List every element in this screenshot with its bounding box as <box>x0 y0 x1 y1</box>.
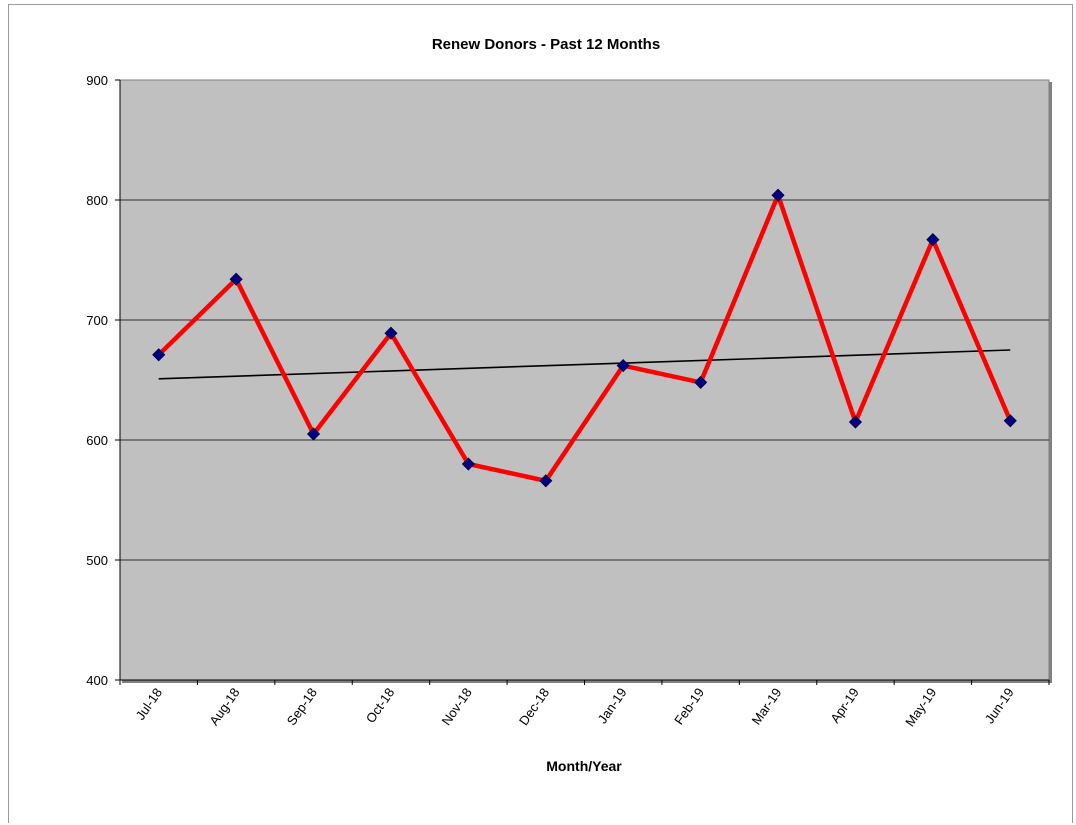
data-point-Dec-18 <box>539 474 553 488</box>
x-tick-label: May-19 <box>902 685 939 729</box>
x-axis: Jul-18 Aug-18 Sep-18 Oct-18 Nov-18 Dec-18 Jan-… <box>119 679 1050 729</box>
data-point-Apr-19 <box>848 415 863 429</box>
chart-frame <box>8 4 1073 823</box>
y-tick-label: 600 <box>86 433 108 448</box>
y-tick-label: 800 <box>86 193 108 208</box>
data-point-Feb-19 <box>694 375 708 389</box>
plot-shadow-bottom <box>122 680 1052 683</box>
trendline-group <box>158 349 1011 380</box>
x-tick-label: Nov-18 <box>438 685 474 728</box>
x-tick-label: Jun-19 <box>982 685 1017 726</box>
x-tick-label: Dec-18 <box>516 685 552 728</box>
x-tick-label: Jul-18 <box>133 685 166 723</box>
x-tick-label: Jan-19 <box>595 685 630 726</box>
data-point-Jun-19 <box>1003 414 1017 428</box>
y-tick-label: 700 <box>86 313 108 328</box>
x-tick-label: Oct-18 <box>363 685 398 726</box>
y-tick-label: 900 <box>86 73 108 88</box>
plot-shadow-right <box>1049 82 1052 683</box>
series-group <box>152 188 1017 488</box>
x-tick-label: Aug-18 <box>206 685 242 728</box>
data-point-Sep-18 <box>306 427 321 441</box>
data-point-Jan-19 <box>616 359 630 373</box>
x-axis-title: Month/Year <box>546 758 622 774</box>
y-tick-label: 400 <box>86 673 108 688</box>
y-tick-label: 500 <box>86 553 108 568</box>
series-line <box>157 188 1013 484</box>
trendline <box>158 349 1011 380</box>
data-point-May-19 <box>926 233 940 247</box>
y-axis: 400 500 600 700 800 900 <box>86 73 121 688</box>
data-point-Oct-18 <box>384 326 398 340</box>
x-tick-label: Feb-19 <box>671 685 707 727</box>
chart-title: Renew Donors - Past 12 Months <box>432 36 660 53</box>
x-tick-label: Mar-19 <box>749 685 785 727</box>
gridlines <box>120 199 1049 561</box>
plot-area <box>119 79 1050 681</box>
data-point-Nov-18 <box>461 457 475 471</box>
data-point-Jul-18 <box>152 348 166 362</box>
x-tick-label: Sep-18 <box>284 685 320 728</box>
x-tick-label: Apr-19 <box>827 685 862 726</box>
data-point-Mar-19 <box>771 188 785 202</box>
data-point-Aug-18 <box>229 272 243 286</box>
